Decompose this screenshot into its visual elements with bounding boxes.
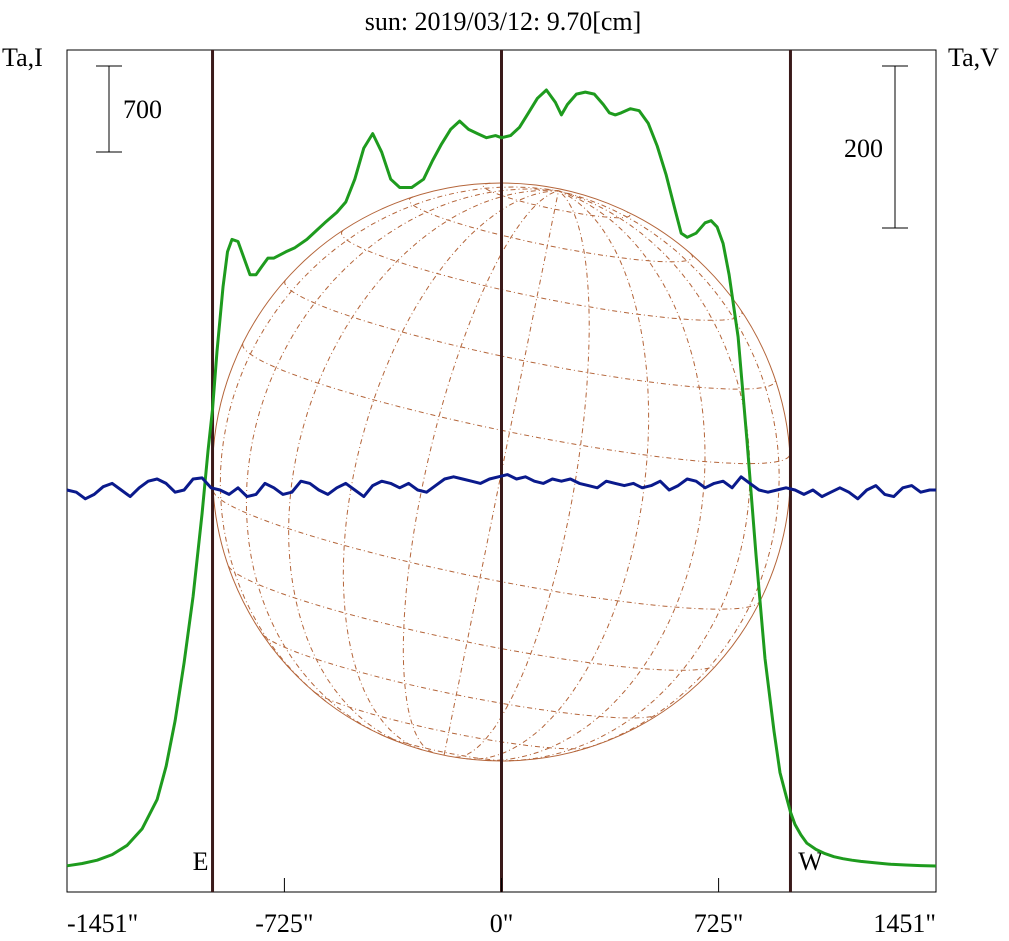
latitude-line <box>314 691 589 750</box>
x-tick-label: 0" <box>490 909 514 938</box>
right-scale-label: 200 <box>844 134 883 163</box>
longitude-line <box>443 190 559 756</box>
longitude-line <box>466 190 650 760</box>
longitude-line <box>219 186 559 702</box>
longitude-line <box>486 190 706 761</box>
longitude-line <box>455 190 590 758</box>
right-scale-bar: 200 <box>844 65 908 229</box>
x-tick-label: -725" <box>255 909 313 938</box>
series-I <box>66 88 937 868</box>
left-scale-label: 700 <box>123 95 162 124</box>
latitude-line <box>380 733 511 762</box>
series-lines <box>66 88 937 868</box>
right-axis-label: Ta,V <box>948 43 999 72</box>
latitude-line <box>340 229 743 321</box>
left-axis-label: Ta,I <box>2 43 43 72</box>
latitude-line <box>228 565 717 671</box>
longitude-line <box>508 190 751 762</box>
x-axis-ticks: -1451" -725" 0" 725" 1451" <box>66 878 937 938</box>
chart-title: sun: 2019/03/12: 9.70[cm] <box>365 7 642 36</box>
longitude-line <box>342 190 559 751</box>
latitude-line <box>284 279 776 390</box>
latitude-line <box>242 343 791 465</box>
longitude-line <box>402 190 559 753</box>
x-tick-label: -1451" <box>67 909 138 938</box>
longitude-line <box>558 190 780 753</box>
latitude-line <box>212 490 760 610</box>
latitude-line <box>262 634 659 719</box>
x-tick-label: 725" <box>694 909 744 938</box>
longitude-line <box>245 188 559 736</box>
longitude-line <box>288 189 559 745</box>
left-scale-bar: 700 <box>96 65 162 153</box>
limb-label: E <box>193 847 209 876</box>
x-tick-label: 1451" <box>873 909 936 938</box>
series-V <box>66 473 936 501</box>
